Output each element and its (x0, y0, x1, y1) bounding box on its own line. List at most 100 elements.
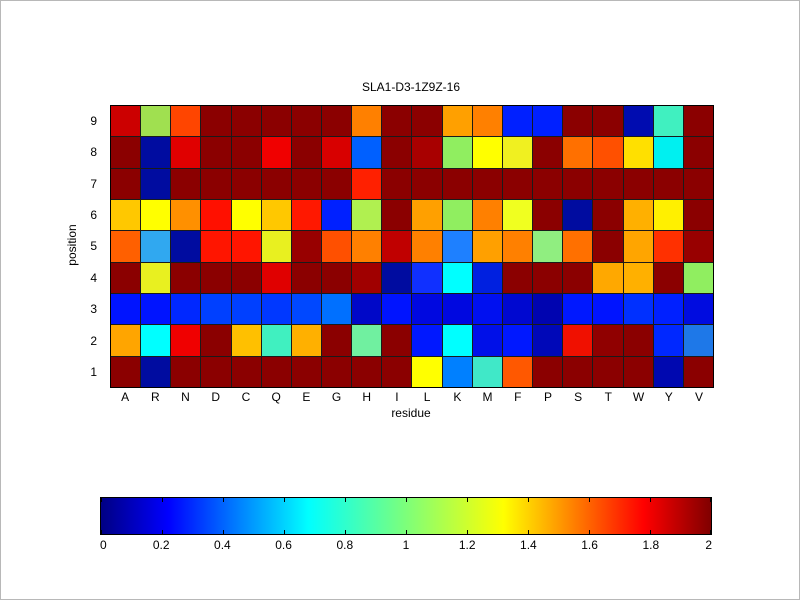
heatmap-cell (322, 106, 352, 137)
heatmap-cell (141, 231, 171, 262)
heatmap-cell (322, 137, 352, 168)
x-tick-label: R (150, 390, 160, 404)
heatmap-cell (502, 200, 533, 231)
colorbar-tick-mark (406, 530, 407, 534)
colorbar-tick-label: 0.2 (152, 538, 170, 552)
heatmap-cell (563, 231, 593, 262)
heatmap-cell (442, 200, 472, 231)
heatmap-cell (653, 231, 683, 262)
heatmap-cell (533, 294, 563, 325)
colorbar-tick-mark (345, 530, 346, 534)
x-tick-label: S (574, 390, 583, 404)
heatmap-cell (653, 262, 683, 293)
heatmap-cell (412, 137, 442, 168)
heatmap-cell (563, 262, 593, 293)
heatmap-cell (472, 106, 502, 137)
heatmap-cell (472, 325, 502, 356)
heatmap-cell (291, 231, 322, 262)
heatmap-cell (653, 356, 683, 387)
x-tick-label: E (302, 390, 311, 404)
heatmap-cell (502, 106, 533, 137)
y-tick-label: 8 (90, 145, 97, 160)
heatmap-cell (472, 262, 502, 293)
colorbar-tick-mark (345, 498, 346, 502)
colorbar-tick-label: 1 (402, 538, 410, 552)
colorbar-tick-label: 0.6 (275, 538, 292, 552)
colorbar-tick-mark (284, 530, 285, 534)
heatmap-cell (502, 168, 533, 199)
heatmap-cell (593, 325, 623, 356)
heatmap-cell (291, 168, 322, 199)
heatmap-cell (201, 200, 231, 231)
heatmap-cell (472, 168, 502, 199)
x-tick-label: A (121, 390, 130, 404)
heatmap-cell (442, 356, 472, 387)
heatmap-cell (502, 137, 533, 168)
heatmap-cell (563, 200, 593, 231)
heatmap-cell (412, 106, 442, 137)
x-tick-label: Y (664, 390, 673, 404)
colorbar-tick-mark (650, 530, 651, 534)
heatmap-cell (442, 231, 472, 262)
chart-title: SLA1-D3-1Z9Z-16 (361, 80, 461, 94)
heatmap-cell (563, 106, 593, 137)
colorbar-tick-mark (589, 530, 590, 534)
y-tick-label: 9 (90, 113, 97, 128)
colorbar-tick-label: 0.8 (336, 538, 354, 552)
heatmap-cell (261, 168, 291, 199)
heatmap-cell (563, 137, 593, 168)
heatmap-cell (533, 168, 563, 199)
heatmap-cell (352, 137, 382, 168)
heatmap-cell (683, 262, 713, 293)
heatmap-cell (261, 231, 291, 262)
heatmap-cell (623, 262, 653, 293)
x-tick-label: C (241, 390, 251, 404)
heatmap-cell (382, 231, 412, 262)
x-tick-label: I (395, 390, 399, 404)
heatmap-cell (261, 325, 291, 356)
colorbar-tick-mark (710, 530, 711, 534)
heatmap-cell (352, 294, 382, 325)
heatmap-cell (382, 106, 412, 137)
heatmap-cell (291, 294, 322, 325)
heatmap-cell (261, 262, 291, 293)
heatmap-cell (593, 106, 623, 137)
colorbar-tick-mark (710, 498, 711, 502)
colorbar-tick-label: 2 (705, 538, 712, 552)
heatmap-cell (111, 294, 141, 325)
colorbar-tick-mark (589, 498, 590, 502)
heatmap-cell (141, 137, 171, 168)
heatmap-cell (412, 231, 442, 262)
heatmap-cell (141, 262, 171, 293)
heatmap-cell (231, 137, 261, 168)
colorbar-tick-label: 0.4 (214, 538, 231, 552)
heatmap-cell (141, 356, 171, 387)
colorbar-tick-mark (528, 498, 529, 502)
heatmap-cell (231, 294, 261, 325)
heatmap-cell (322, 231, 352, 262)
heatmap-cell (261, 356, 291, 387)
heatmap-cell (352, 356, 382, 387)
heatmap-cell (623, 356, 653, 387)
heatmap-cell (382, 325, 412, 356)
heatmap-cell (291, 106, 322, 137)
heatmap-cell (352, 325, 382, 356)
heatmap-cell (201, 106, 231, 137)
x-tick-label: L (423, 390, 431, 404)
heatmap-cell (382, 137, 412, 168)
colorbar-tick-label: 1.2 (458, 538, 476, 552)
heatmap-cell (683, 137, 713, 168)
heatmap-cell (533, 356, 563, 387)
heatmap-cell (111, 200, 141, 231)
colorbar-tick-mark (162, 530, 163, 534)
heatmap-cell (412, 294, 442, 325)
heatmap-cell (261, 294, 291, 325)
heatmap-cell (201, 231, 231, 262)
heatmap-cell (111, 262, 141, 293)
heatmap-cell (171, 137, 201, 168)
colorbar-tick-mark (467, 530, 468, 534)
x-tick-label: M (482, 390, 493, 404)
heatmap-cell (382, 200, 412, 231)
heatmap-cell (141, 200, 171, 231)
x-tick-label: P (543, 390, 552, 404)
